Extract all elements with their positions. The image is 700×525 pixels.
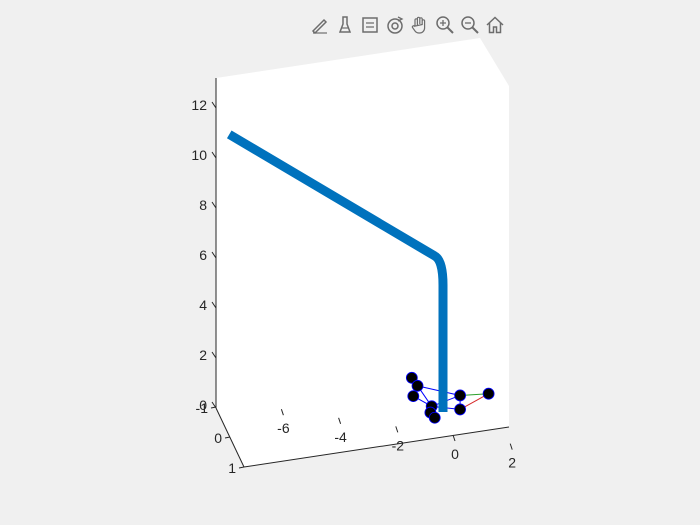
y-tick-label: 0 xyxy=(214,430,222,446)
z-tick-label: 2 xyxy=(199,347,207,363)
home-icon[interactable] xyxy=(483,13,507,37)
x-tick xyxy=(338,417,342,424)
z-tick xyxy=(211,201,217,209)
z-tick-label: 4 xyxy=(199,297,207,313)
x-tick-label: 0 xyxy=(451,446,459,462)
z-tick xyxy=(211,301,217,309)
data-marker[interactable] xyxy=(405,371,418,384)
z-tick-label: 6 xyxy=(199,247,207,263)
series-line[interactable] xyxy=(226,130,448,412)
z-tick-label: 12 xyxy=(191,97,207,113)
x-tick xyxy=(395,426,399,433)
x-axis-line xyxy=(243,426,510,468)
z-tick-label: 8 xyxy=(199,197,207,213)
edit-plot-icon[interactable] xyxy=(308,13,332,37)
x-tick xyxy=(509,443,513,450)
z-tick xyxy=(211,251,217,259)
pan-icon[interactable] xyxy=(408,13,432,37)
data-marker[interactable] xyxy=(428,411,441,424)
x-tick-label: -6 xyxy=(277,420,290,436)
y-tick xyxy=(238,466,245,469)
axes-background[interactable] xyxy=(216,38,509,467)
z-tick xyxy=(211,351,217,359)
z-tick-label: 0 xyxy=(199,397,207,413)
data-marker[interactable] xyxy=(407,390,420,403)
y-tick-label: 1 xyxy=(228,460,236,476)
brush-icon[interactable] xyxy=(333,13,357,37)
z-tick-label: 10 xyxy=(191,147,207,163)
data-marker[interactable] xyxy=(482,387,495,400)
z-tick xyxy=(211,101,217,109)
axes-toolbar xyxy=(308,12,507,38)
y-tick-label: -1 xyxy=(196,400,209,416)
data-marker[interactable] xyxy=(454,403,467,416)
marker-layer xyxy=(405,371,495,424)
data-marker[interactable] xyxy=(454,389,467,402)
x-tick xyxy=(280,409,284,416)
data-marker[interactable] xyxy=(411,379,424,392)
zoom-out-icon[interactable] xyxy=(458,13,482,37)
z-tick xyxy=(211,151,217,159)
y-tick xyxy=(210,406,217,409)
data-tips-icon[interactable] xyxy=(358,13,382,37)
x-tick-label: -4 xyxy=(334,429,347,445)
x-tick-label: 2 xyxy=(508,455,516,471)
series-layer xyxy=(226,130,448,412)
y-tick xyxy=(224,436,231,439)
x-tick xyxy=(452,434,456,442)
zoom-in-icon[interactable] xyxy=(433,13,457,37)
x-tick-label: -2 xyxy=(392,437,405,453)
rotate-3d-icon[interactable] xyxy=(383,13,407,37)
